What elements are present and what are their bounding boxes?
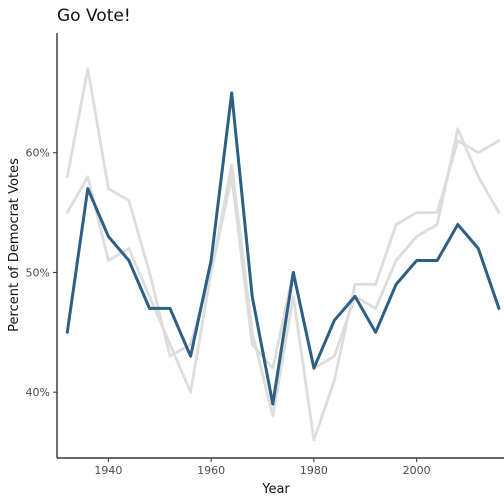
x-tick-label: 1960	[197, 464, 225, 477]
x-tick-label: 1980	[300, 464, 328, 477]
y-tick-label: 40%	[26, 386, 50, 399]
x-tick-label: 2000	[403, 464, 431, 477]
series-line-2	[65, 127, 501, 394]
y-tick-label: 50%	[26, 266, 50, 279]
series-layer	[65, 67, 501, 442]
series-line-1	[65, 67, 501, 442]
y-tick-label: 60%	[26, 147, 50, 160]
x-axis-ticks: 19401960198020002020	[94, 458, 431, 477]
x-tick-label: 1940	[94, 464, 122, 477]
series-line-highlight	[65, 91, 501, 406]
y-axis-ticks: 40% 50% 60%	[26, 147, 57, 399]
y-axis-label: Percent of Democrat Votes	[7, 158, 22, 332]
chart-title: Go Vote!	[57, 6, 131, 26]
x-axis-label: Year	[261, 482, 290, 497]
